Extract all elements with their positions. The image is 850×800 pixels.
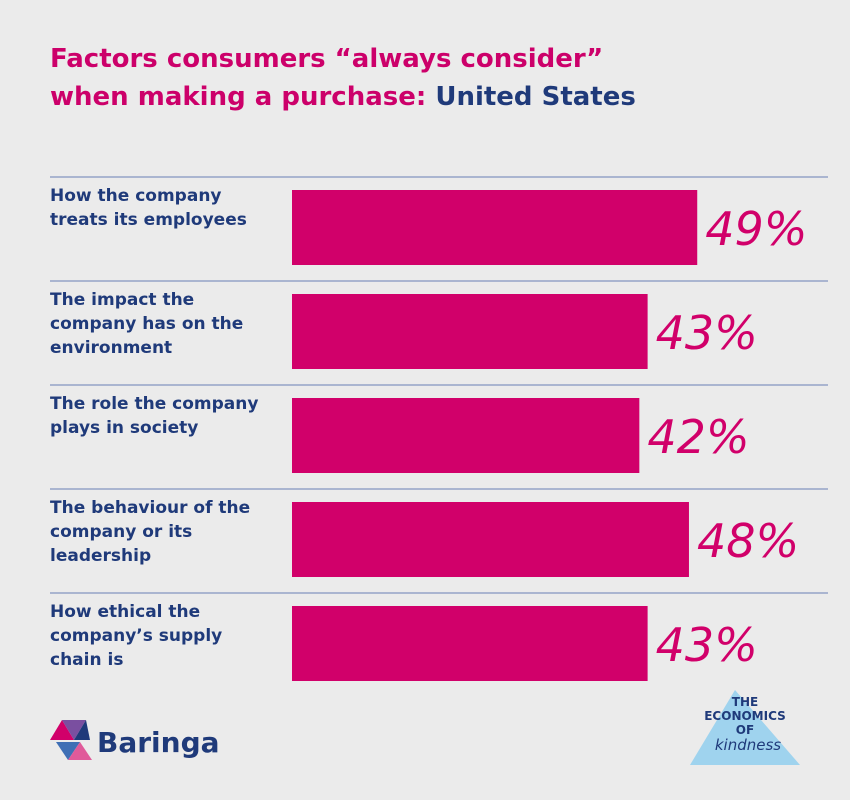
value-label: 43%	[656, 306, 758, 360]
title-text: when making a purchase:	[50, 82, 427, 112]
category-label: How the company treats its employees	[50, 186, 247, 230]
badge-shape	[690, 690, 800, 765]
bar	[292, 190, 698, 265]
badge-text: OF	[736, 723, 754, 737]
bar	[292, 294, 648, 369]
badge-text: kindness	[715, 736, 781, 754]
baringa-logo	[50, 720, 92, 760]
title-highlight: United States	[435, 82, 636, 112]
value-label: 49%	[705, 202, 807, 256]
category-label: The impact the company has on the enviro…	[50, 290, 244, 358]
value-label: 48%	[697, 514, 799, 568]
value-label: 42%	[647, 410, 749, 464]
badge-text: ECONOMICS	[704, 709, 786, 723]
bar	[292, 606, 648, 681]
bar	[292, 502, 689, 577]
chart-title: Factors consumers “always consider” when…	[50, 40, 636, 116]
brand: Baringa	[97, 726, 220, 759]
title-line: when making a purchase: United States	[50, 78, 636, 116]
category-label: The role the company plays in society	[50, 394, 259, 438]
badge-text: THE	[732, 695, 758, 709]
category-label: How ethical the company’s supply chain i…	[50, 602, 223, 670]
value-label: 43%	[656, 618, 758, 672]
title-line: Factors consumers “always consider”	[50, 44, 604, 74]
bar	[292, 398, 640, 473]
category-label: The behaviour of the company or its lead…	[50, 498, 251, 566]
